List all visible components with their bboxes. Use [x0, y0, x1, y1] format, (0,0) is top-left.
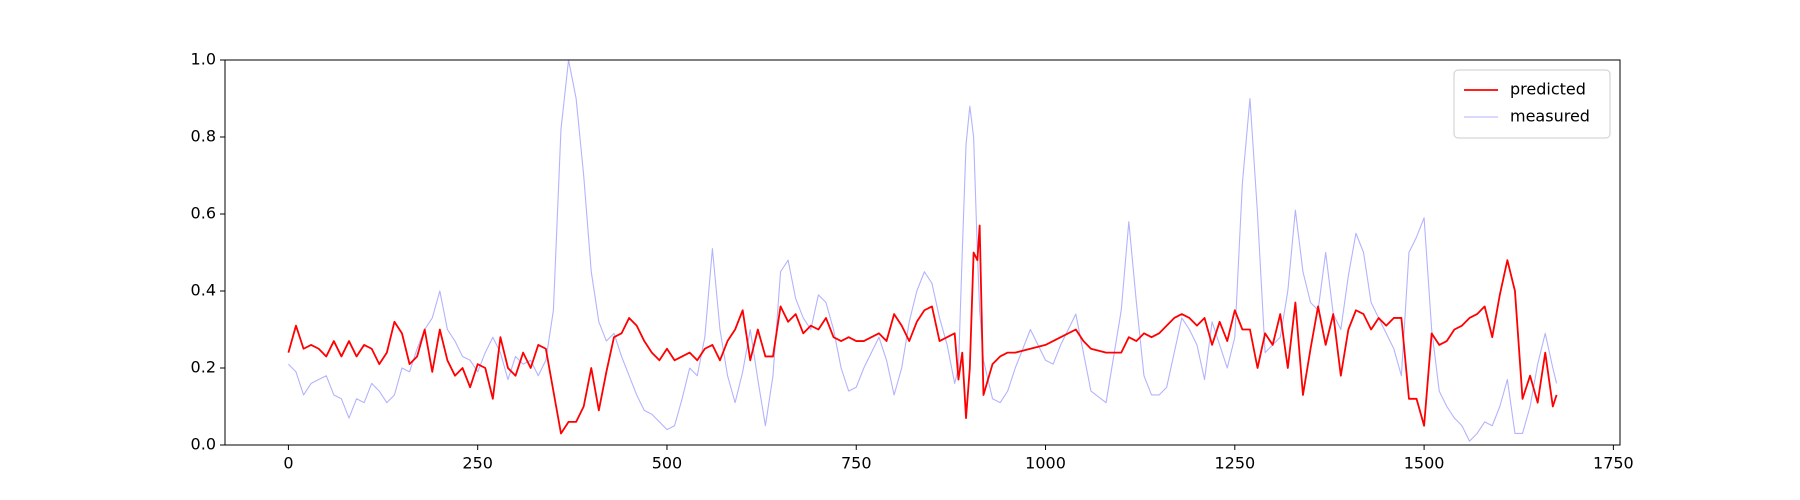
- x-tick-label: 1500: [1404, 454, 1445, 473]
- y-tick-label: 0.4: [191, 281, 216, 300]
- y-tick-label: 0.0: [191, 435, 216, 454]
- x-tick-label: 500: [652, 454, 683, 473]
- legend-label: predicted: [1510, 80, 1586, 99]
- x-tick-label: 1000: [1025, 454, 1066, 473]
- y-tick-label: 0.6: [191, 204, 216, 223]
- x-tick-label: 250: [462, 454, 493, 473]
- legend-box: [1453, 69, 1611, 139]
- series-line: [288, 59, 1558, 442]
- x-tick-label: 1750: [1593, 454, 1634, 473]
- x-tick-label: 0: [283, 454, 293, 473]
- y-tick-label: 0.8: [191, 127, 216, 146]
- x-tick-label: 750: [841, 454, 872, 473]
- x-tick-label: 1250: [1214, 454, 1255, 473]
- plot-frame: [224, 59, 1621, 446]
- legend-label: measured: [1510, 107, 1590, 126]
- y-tick-label: 0.2: [191, 358, 216, 377]
- series-line: [287, 224, 1558, 435]
- y-tick-label: 1.0: [191, 50, 216, 69]
